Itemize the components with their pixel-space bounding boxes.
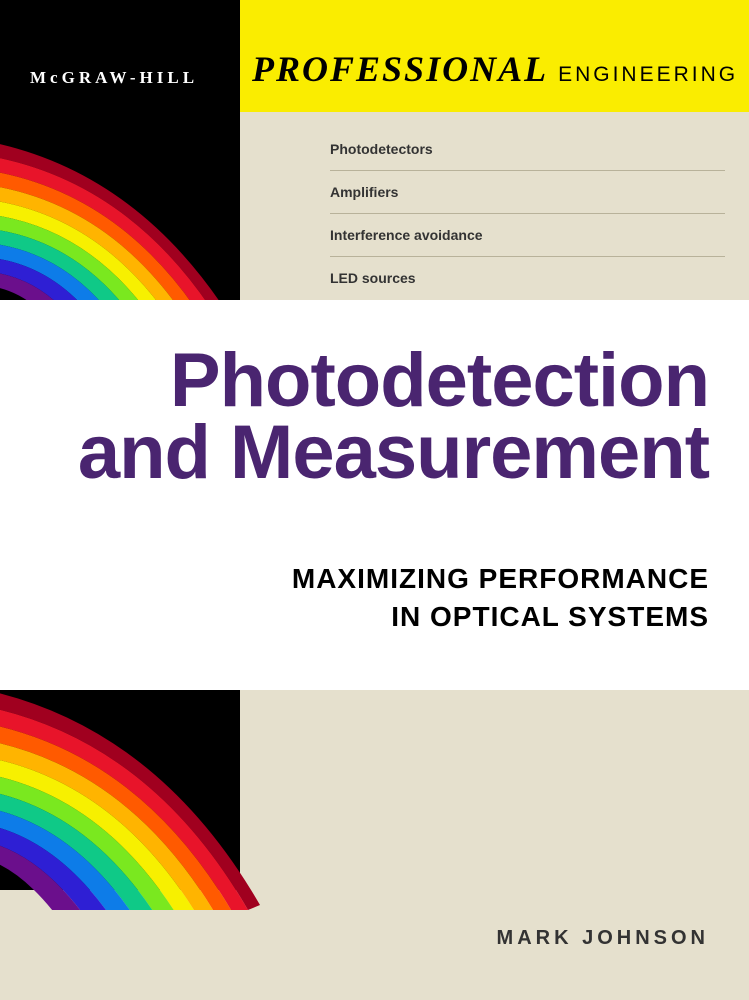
series-word-professional: PROFESSIONAL	[252, 48, 548, 90]
publisher-name: McGRAW-HILL	[30, 68, 198, 88]
series-label: PROFESSIONAL ENGINEERING	[252, 48, 732, 90]
topic-item: Amplifiers	[330, 171, 725, 214]
subtitle-line-2: IN OPTICAL SYSTEMS	[0, 598, 709, 636]
bottom-black-panel	[0, 690, 240, 890]
book-subtitle: MAXIMIZING PERFORMANCE IN OPTICAL SYSTEM…	[0, 560, 749, 636]
author-name: MARK JOHNSON	[497, 927, 709, 950]
series-word-engineering: ENGINEERING	[558, 63, 738, 87]
topic-item: Interference avoidance	[330, 214, 725, 257]
topics-list: Photodetectors Amplifiers Interference a…	[330, 128, 725, 299]
title-line-1: Photodetection	[0, 345, 709, 417]
subtitle-line-1: MAXIMIZING PERFORMANCE	[0, 560, 709, 598]
title-line-2: and Measurement	[0, 417, 709, 489]
book-cover: McGRAW-HILL PROFESSIONAL ENGINEERING Pho…	[0, 0, 749, 1000]
book-title: Photodetection and Measurement	[0, 345, 749, 489]
topic-item: LED sources	[330, 257, 725, 299]
topic-item: Photodetectors	[330, 128, 725, 171]
top-black-panel	[0, 0, 240, 300]
